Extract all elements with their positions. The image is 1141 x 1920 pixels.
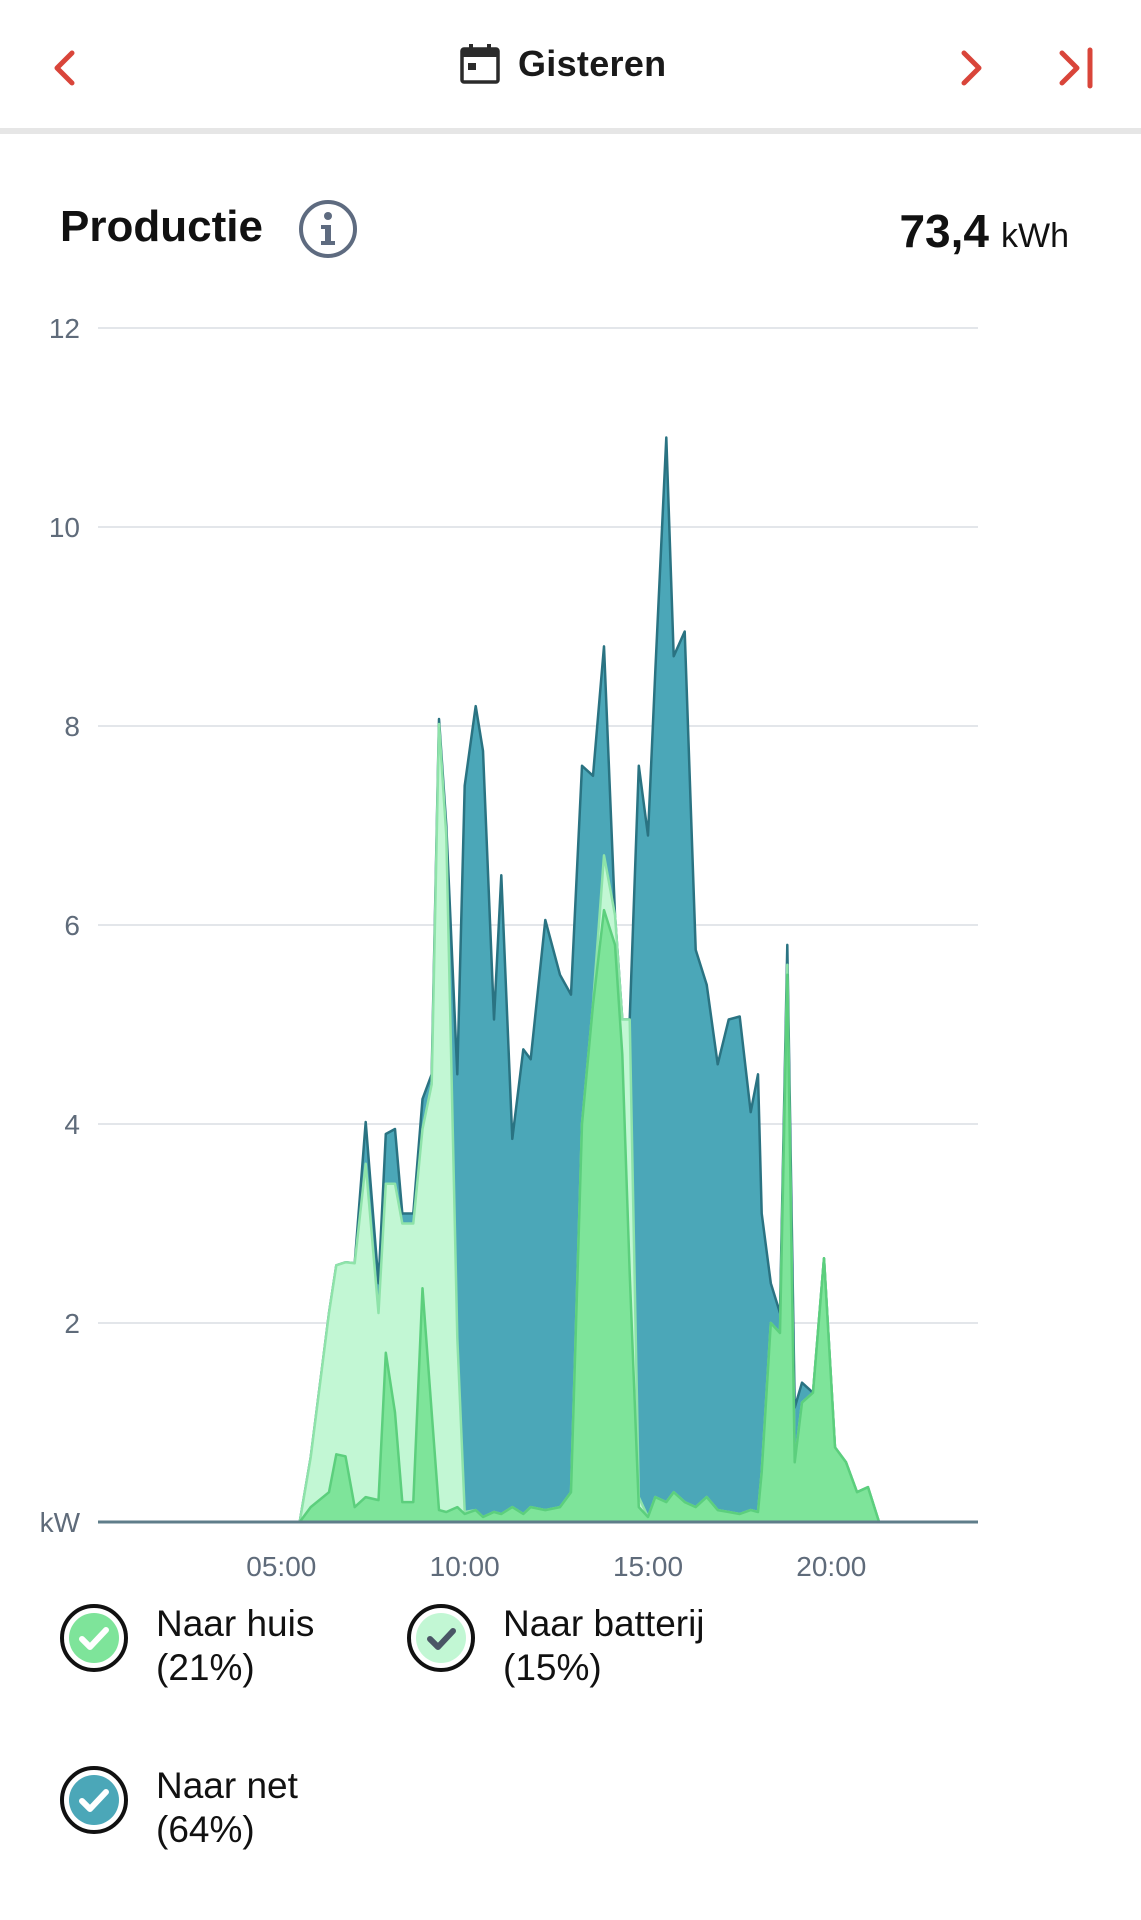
last-day-button[interactable] xyxy=(1045,38,1105,98)
check-circle-icon xyxy=(60,1604,128,1672)
chevron-left-icon xyxy=(54,50,75,86)
legend-naar-huis[interactable]: Naar huis (21%) xyxy=(58,1602,314,1690)
legend-label: Naar net xyxy=(156,1765,298,1806)
legend-naar-batterij[interactable]: Naar batterij (15%) xyxy=(405,1602,705,1690)
legend-label: Naar huis xyxy=(156,1603,315,1644)
y-tick-label: 12 xyxy=(49,313,80,344)
check-circle-icon xyxy=(60,1766,128,1834)
info-icon[interactable] xyxy=(297,198,359,260)
chevron-right-icon xyxy=(961,50,982,86)
skip-to-end-icon xyxy=(1059,47,1093,89)
date-label: Gisteren xyxy=(518,43,667,84)
y-tick-label: 10 xyxy=(49,512,80,543)
y-tick-label: 8 xyxy=(64,711,80,742)
x-tick-label: 15:00 xyxy=(613,1551,683,1582)
series-line xyxy=(98,908,978,1524)
date-picker[interactable]: Gisteren xyxy=(458,34,666,94)
series-area xyxy=(98,437,978,1522)
top-bar: Gisteren xyxy=(0,0,1141,134)
y-tick-label: 6 xyxy=(64,910,80,941)
y-tick-label: 2 xyxy=(64,1308,80,1339)
legend-naar-net[interactable]: Naar net (64%) xyxy=(58,1764,298,1852)
y-tick-label: 4 xyxy=(64,1109,80,1140)
total-value: 73,4 xyxy=(899,205,989,257)
legend-label: Naar batterij xyxy=(503,1603,705,1644)
legend-percent: (21%) xyxy=(156,1647,255,1688)
x-tick-label: 10:00 xyxy=(430,1551,500,1582)
section-title: Productie xyxy=(60,202,263,251)
unit-label: kW xyxy=(40,1507,81,1538)
check-circle-icon xyxy=(407,1604,475,1672)
previous-day-button[interactable] xyxy=(35,38,95,98)
total-unit: kWh xyxy=(1001,217,1069,255)
next-day-button[interactable] xyxy=(941,38,1001,98)
x-tick-label: 05:00 xyxy=(246,1551,316,1582)
production-total: 73,4 kWh xyxy=(899,204,1069,258)
production-chart: 2 4 6 8 10 12 kW 05:00 10:00 15:00 20:00 xyxy=(40,313,978,1582)
legend-percent: (64%) xyxy=(156,1809,255,1850)
calendar-icon xyxy=(460,44,500,84)
legend-percent: (15%) xyxy=(503,1647,602,1688)
x-tick-label: 20:00 xyxy=(796,1551,866,1582)
